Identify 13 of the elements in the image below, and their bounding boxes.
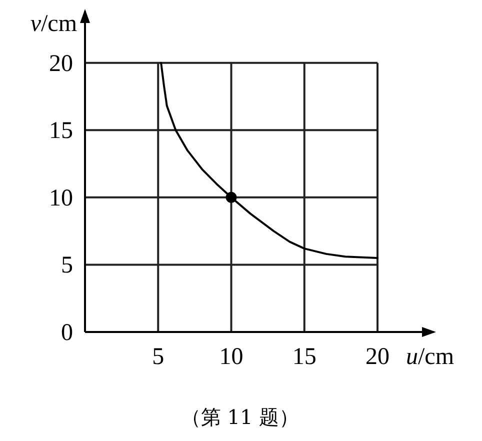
y-tick-label: 15 <box>49 118 73 144</box>
y-tick-label: 5 <box>61 252 73 279</box>
y-tick-label: 0 <box>61 320 73 346</box>
x-tick-label: 20 <box>366 344 390 370</box>
x-tick-label: 5 <box>152 344 164 370</box>
x-axis-title: u/cm <box>406 344 454 370</box>
y-tick-label: 20 <box>49 50 73 77</box>
x-tick-label: 10 <box>219 344 244 370</box>
y-tick-label: 10 <box>49 185 73 212</box>
x-tick-label: 15 <box>292 344 316 370</box>
text: （第 11 题） <box>180 405 300 429</box>
y-axis-title: v/cm <box>30 11 78 37</box>
line-series <box>160 62 378 259</box>
